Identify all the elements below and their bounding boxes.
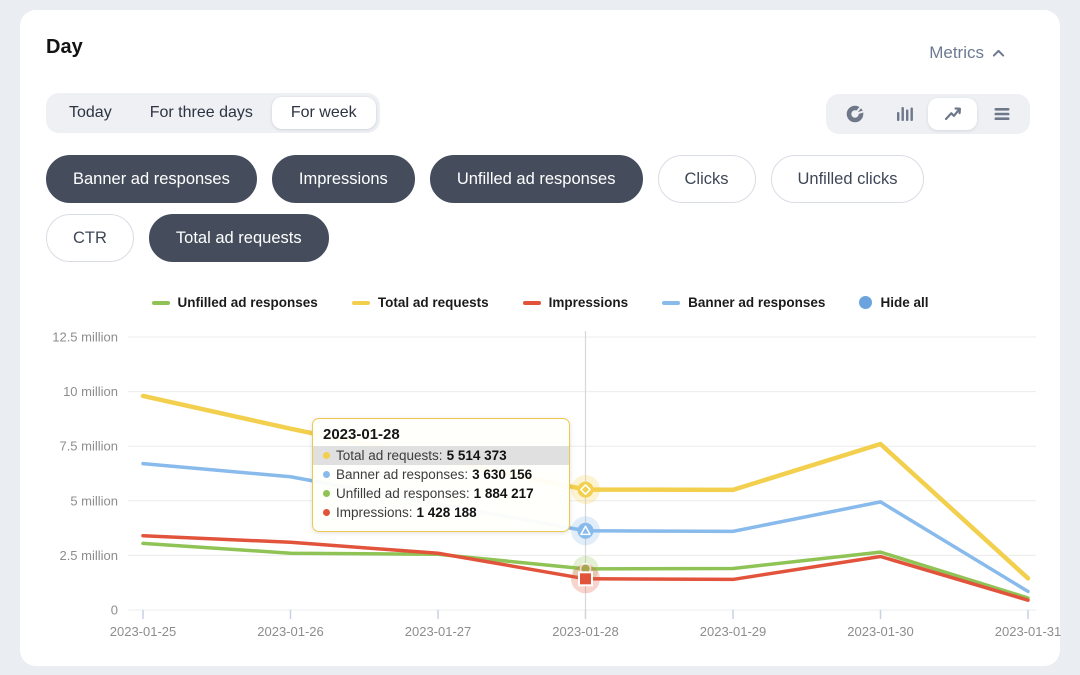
page-title: Day <box>46 36 83 58</box>
legend-hide-all[interactable]: Hide all <box>859 295 928 310</box>
filter-ctr-button[interactable]: CTR <box>46 214 134 262</box>
metric-filter-buttons: Banner ad responses Impressions Unfilled a… <box>46 155 925 262</box>
tooltip-row-banner-ad-responses: Banner ad responses: 3 630 156 <box>313 465 569 484</box>
legend-label: Banner ad responses <box>688 295 826 310</box>
tooltip-row-value: 3 630 156 <box>472 467 533 482</box>
legend-item-unfilled-ad-responses[interactable]: Unfilled ad responses <box>151 295 318 310</box>
legend-line-swatch-icon <box>351 300 370 305</box>
x-axis-label: 2023-01-29 <box>700 624 767 639</box>
chevron-up-icon <box>992 49 1005 57</box>
time-range-tabs: Today For three days For week <box>46 93 380 133</box>
filter-unfilled-ad-responses-button[interactable]: Unfilled ad responses <box>429 155 643 203</box>
tooltip-row-label: Banner ad responses: <box>336 467 469 482</box>
tab-for-three-days[interactable]: For three days <box>131 97 272 129</box>
y-axis-label: 2.5 million <box>59 548 118 563</box>
filter-row: CTR Total ad requests <box>46 214 924 262</box>
marker-banner-ad-responses <box>580 525 591 536</box>
series-dot-icon <box>323 509 330 516</box>
tooltip-row-label: Impressions: <box>336 505 413 520</box>
hide-all-dot-icon <box>859 296 873 309</box>
legend-label: Total ad requests <box>377 295 489 310</box>
chart-type-menu-button[interactable] <box>977 98 1026 130</box>
series-dot-icon <box>323 452 330 459</box>
legend-label: Hide all <box>880 295 929 310</box>
legend-line-swatch-icon <box>662 300 681 305</box>
filter-unfilled-clicks-button[interactable]: Unfilled clicks <box>770 155 925 203</box>
chart-type-donut-chart-button[interactable] <box>830 98 879 130</box>
x-axis-label: 2023-01-25 <box>110 624 177 639</box>
marker-impressions <box>578 571 593 587</box>
filter-impressions-button[interactable]: Impressions <box>271 155 415 203</box>
tab-today[interactable]: Today <box>50 97 131 129</box>
donut-chart-icon <box>846 105 863 123</box>
legend-item-total-ad-requests[interactable]: Total ad requests <box>351 295 489 310</box>
tooltip-row-impressions: Impressions: 1 428 188 <box>313 503 569 522</box>
legend-line-swatch-icon <box>522 300 541 305</box>
menu-icon <box>994 108 1009 120</box>
metrics-collapse-toggle[interactable]: Metrics <box>929 43 1006 63</box>
marker-dot <box>577 522 594 539</box>
x-axis-label: 2023-01-30 <box>847 624 914 639</box>
filter-banner-ad-responses-button[interactable]: Banner ad responses <box>46 155 257 203</box>
legend-line-swatch-icon <box>151 300 170 305</box>
series-dot-icon <box>323 490 330 497</box>
metrics-toggle-label: Metrics <box>929 43 984 62</box>
legend-item-banner-ad-responses[interactable]: Banner ad responses <box>662 295 825 310</box>
chart-type-bar-chart-button[interactable] <box>879 98 928 130</box>
filter-clicks-button[interactable]: Clicks <box>657 155 756 203</box>
tooltip-rows: Total ad requests: 5 514 373 Banner ad res… <box>313 446 569 522</box>
tab-for-week[interactable]: For week <box>271 97 376 129</box>
marker-total-ad-requests <box>580 484 591 495</box>
x-axis-label: 2023-01-28 <box>552 624 619 639</box>
marker-dot <box>577 481 594 498</box>
series-dot-icon <box>323 471 330 478</box>
legend-item-impressions[interactable]: Impressions <box>522 295 629 310</box>
filter-total-ad-requests-button[interactable]: Total ad requests <box>148 214 329 262</box>
legend-label: Unfilled ad responses <box>177 295 318 310</box>
tooltip-row-total-ad-requests: Total ad requests: 5 514 373 <box>313 446 569 465</box>
filter-row: Banner ad responses Impressions Unfilled a… <box>46 155 925 203</box>
line-chart-icon <box>944 107 961 121</box>
statistics-card: Day Metrics Today For three days For week … <box>20 10 1062 666</box>
y-axis-label: 12.5 million <box>52 330 118 345</box>
x-axis-label: 2023-01-27 <box>405 624 472 639</box>
tooltip-date: 2023-01-28 <box>323 426 400 443</box>
bar-chart-icon <box>896 107 913 121</box>
line-chart[interactable]: 0 2.5 million 5 million 7.5 million 10 milli… <box>20 325 1062 650</box>
x-axis-label: 2023-01-26 <box>257 624 324 639</box>
tooltip-row-unfilled-ad-responses: Unfilled ad responses: 1 884 217 <box>313 484 569 503</box>
y-axis-label: 10 million <box>63 384 118 399</box>
tooltip-row-value: 1 884 217 <box>473 486 534 501</box>
tooltip-row-value: 1 428 188 <box>416 505 477 520</box>
y-axis-label: 0 <box>111 603 118 618</box>
chart-tooltip: 2023-01-28 Total ad requests: 5 514 373 Ba… <box>312 418 570 532</box>
chart-type-line-chart-button[interactable] <box>928 98 977 130</box>
y-axis-label: 7.5 million <box>59 439 118 454</box>
chart-legend: Unfilled ad responses Total ad requests Im… <box>20 295 1060 310</box>
y-axis-label: 5 million <box>70 493 118 508</box>
chart-type-switcher <box>826 94 1030 134</box>
tooltip-row-label: Unfilled ad responses: <box>336 486 470 501</box>
legend-label: Impressions <box>548 295 629 310</box>
x-axis-label: 2023-01-31 <box>995 624 1062 639</box>
tooltip-row-label: Total ad requests: <box>336 448 443 463</box>
tooltip-row-value: 5 514 373 <box>446 448 507 463</box>
